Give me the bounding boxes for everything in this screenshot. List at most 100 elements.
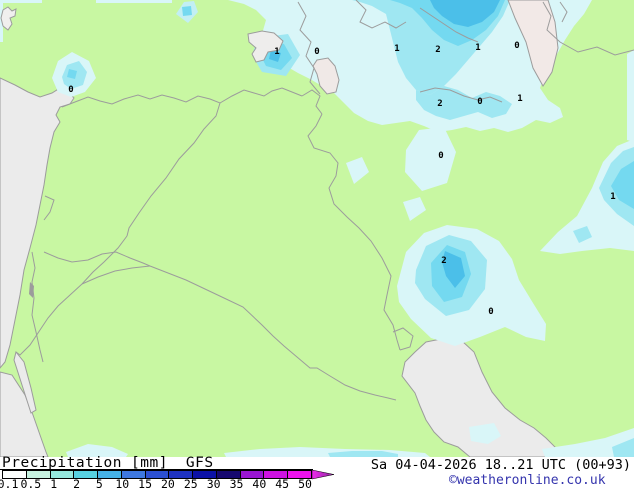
map-shape-red-sea: [0, 371, 49, 457]
legend-scale-cell: [288, 471, 311, 478]
precip-value-label: 1: [475, 43, 480, 53]
legend-scale-arrow-icon: [312, 469, 335, 480]
map-shape-precip-bottom-1: [66, 444, 128, 457]
map-shape-mediterranean-sea: [0, 77, 75, 369]
map-shape-precip-diamond-2: [403, 197, 426, 221]
map-area: 0 1 0 1 2 1 0 2 0 1 0 1 2 0: [0, 0, 634, 457]
legend-scale-label: 25: [183, 477, 198, 490]
map-shape-precip-bottom-3-mid: [612, 438, 634, 457]
precip-value-label: 1: [517, 94, 522, 104]
border-israel-jordan: [31, 251, 44, 363]
legend-scale-label: 30: [206, 477, 221, 490]
border-syria-jordan: [43, 251, 151, 267]
legend-scale-cell: [240, 471, 265, 478]
precip-value-label: 1: [610, 192, 615, 202]
legend-model: GFS: [185, 455, 214, 471]
map-shape-precip-band-north-core: [430, 0, 500, 27]
map-shape-precip-strip-topleft-a: [96, 0, 172, 3]
legend-underline: [0, 469, 313, 470]
legend-unit: [mm]: [131, 455, 168, 471]
forecast-datetime: Sa 04-04-2026 18..21 UTC (00+93): [370, 457, 631, 473]
border-turkey-iran: [297, 1, 321, 95]
map-shape-gulf-of-aqaba: [13, 350, 37, 414]
border-iran-armenia: [419, 87, 503, 103]
legend-scale-label: 2: [73, 477, 81, 490]
legend-scale-label: 20: [161, 477, 175, 490]
border-turkey-iraq-junction: [301, 89, 323, 115]
border-lebanon: [43, 195, 55, 221]
map-shape-precip-blob-iran-core: [442, 251, 465, 288]
legend-scale-cells: [2, 470, 312, 479]
precip-value-label: 0: [314, 47, 319, 57]
legend-scale-label: 15: [138, 477, 153, 490]
precip-value-label: 0: [488, 307, 493, 317]
legend-scale-cell: [145, 471, 170, 478]
legend-scale-cell: [26, 471, 51, 478]
legend-scale-cell: [121, 471, 146, 478]
map-shape-precip-hatay-core: [67, 69, 77, 79]
precip-value-label: 0: [514, 41, 519, 51]
legend-scale-cell: [193, 471, 217, 478]
border-jordan-saudi-up: [81, 265, 151, 285]
precip-value-label: 2: [441, 256, 446, 266]
precip-value-label: 0: [68, 85, 73, 95]
legend-scale-cell: [50, 471, 75, 478]
map-shape-precip-patch-zagros: [405, 127, 456, 191]
precip-value-label: 2: [435, 45, 440, 55]
map-shape-lake-urmia: [312, 57, 340, 95]
precip-value-label: 0: [438, 151, 443, 161]
legend-title-row: Precipitation [mm] GFS: [2, 455, 214, 471]
legend-scale-label: 35: [229, 477, 244, 490]
weather-map: 0 1 0 1 2 1 0 2 0 1 0 1 2 0: [0, 0, 634, 457]
border-azerbaijan-1: [559, 1, 568, 23]
border-iran-azerbaijan: [419, 7, 479, 43]
copyright-link[interactable]: ©weatheronline.co.uk: [449, 473, 606, 488]
map-shape-precip-eastedge-diamond: [573, 226, 592, 243]
legend-scale-label: 10: [115, 477, 130, 490]
map-shape-precip-bottom-2-mid: [328, 451, 398, 457]
legend-scale-label: 5: [95, 477, 103, 490]
map-shape-precip-band-north-mid-lobe: [416, 86, 512, 120]
legend-scale-cell: [3, 471, 27, 478]
map-shape-lake-van: [247, 30, 284, 63]
map-shape-precip-strip-topleft-b: [0, 0, 42, 3]
map-shape-precip-diamond-1: [346, 157, 369, 184]
precip-value-label: 2: [437, 99, 442, 109]
legend-scale-cell: [74, 471, 99, 478]
map-shape-precip-bottom-3: [542, 428, 634, 457]
border-iraq-iran: [307, 113, 401, 351]
map-shape-caspian-sea: [507, 0, 559, 87]
legend-scale-cell: [98, 471, 122, 478]
border-turkey-syria: [61, 87, 303, 108]
legend-scale-label: 0.5: [20, 477, 42, 490]
border-jordan-saudi-west: [15, 283, 83, 356]
legend-scale-label: 45: [275, 477, 290, 490]
legend-scale-label: 1: [50, 477, 58, 490]
legend-scale-cell: [169, 471, 194, 478]
map-shape-precip-gulf-patch: [469, 423, 501, 444]
legend-scale-labels: 0.1 0.5 1 2 5 10 15 20 25 30 35 40 45 50: [0, 477, 332, 490]
border-armenia-azerbaijan: [355, 0, 407, 29]
footer: Precipitation [mm] GFS 0.1 0.5 1 2 5 10 15 20 25 30…: [0, 455, 634, 490]
legend-scale-cell: [216, 471, 241, 478]
precip-value-label: 1: [394, 44, 399, 54]
legend-scale-label: 50: [298, 477, 312, 490]
legend-scale-label: 40: [252, 477, 267, 490]
precip-value-label: 0: [477, 97, 482, 107]
map-shape-precip-rightedge-sliver: [627, 50, 634, 142]
map-shape-persian-gulf: [401, 337, 563, 457]
legend-title: Precipitation: [2, 455, 122, 471]
border-caspian-coast: [542, 1, 634, 56]
border-kuwait: [392, 327, 414, 351]
border-jordan-west: [81, 235, 128, 285]
precip-value-label: 1: [274, 47, 279, 57]
border-syria-iraq: [126, 102, 221, 237]
legend-scale-cell: [264, 471, 289, 478]
legend-scale-label: 0.1: [0, 477, 19, 490]
map-shape-precip-van-spot-core: [269, 50, 281, 62]
border-iraq-saudi: [149, 265, 397, 401]
map-shape-cyprus-island: [0, 6, 17, 31]
map-shape-precip-diamond-top-core: [182, 6, 192, 16]
map-shape-precip-eastedge-bright: [611, 161, 634, 209]
